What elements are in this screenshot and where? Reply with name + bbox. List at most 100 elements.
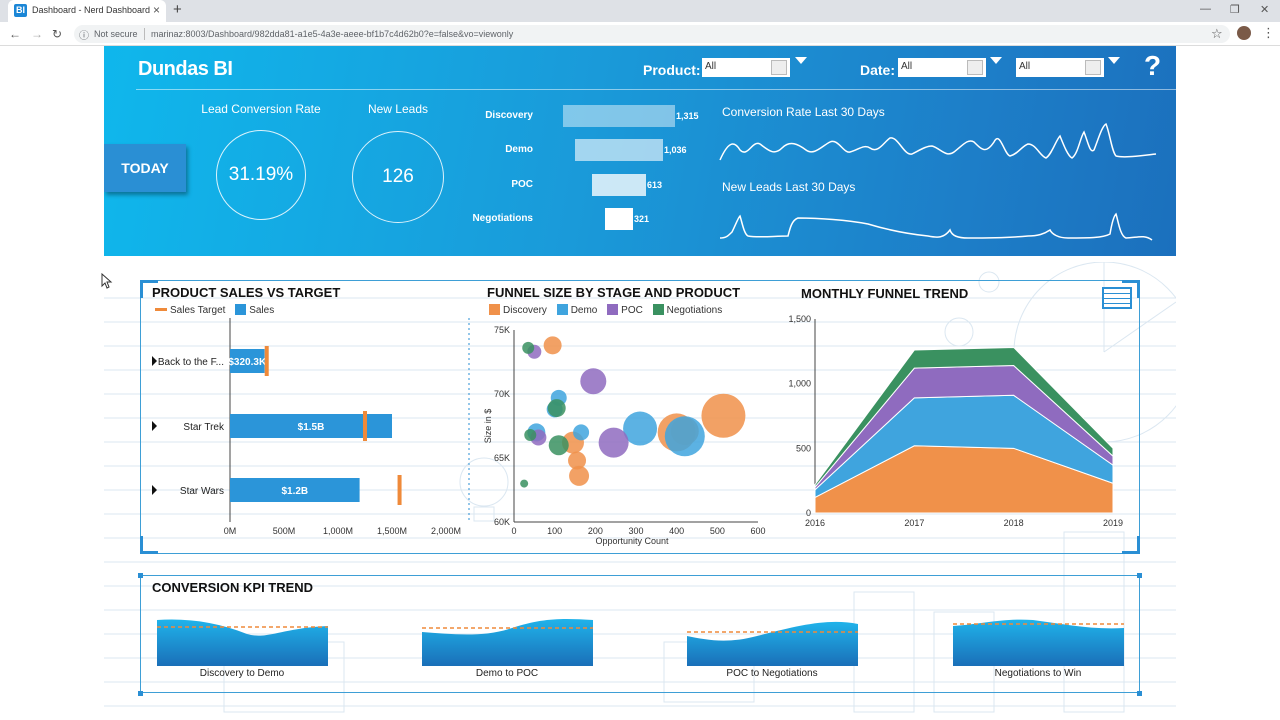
frame-corner (1122, 536, 1140, 554)
browser-tab[interactable]: BI Dashboard - Nerd Dashboard × (8, 0, 166, 22)
expand-triangle-icon (152, 356, 157, 366)
address-bar: ← → ↻ ⓘ Not secure marinaz:8003/Dashboar… (0, 22, 1280, 46)
stage-label-discovery: Discovery (485, 110, 533, 121)
kpi-sparkline-discovery-demo[interactable] (157, 614, 328, 666)
calendar-icon[interactable] (1085, 60, 1101, 75)
legend-item-poc[interactable]: POC (607, 304, 643, 316)
legend-item-demo[interactable]: Demo (556, 304, 597, 316)
conversion-sparkline (719, 122, 1157, 161)
table-view-icon[interactable] (1102, 287, 1132, 309)
new-tab-icon[interactable]: + (173, 1, 182, 18)
mouse-cursor-icon (101, 273, 113, 289)
date-dropdown-caret-icon[interactable] (990, 57, 1002, 64)
leads-sparkline-title: New Leads Last 30 Days (722, 180, 856, 194)
help-icon[interactable]: ? (1144, 50, 1162, 81)
today-button[interactable]: TODAY (104, 144, 186, 192)
legend-item-negotiations[interactable]: Negotiations (652, 304, 722, 316)
scatter-bubble (548, 435, 569, 456)
stage-bar-negotiations[interactable] (605, 208, 633, 230)
forward-icon[interactable]: → (31, 27, 43, 41)
expand-triangle-icon (152, 421, 157, 431)
x-tick-label: 400 (669, 526, 684, 536)
header-divider (136, 89, 1176, 90)
y-tick-label: 65K (494, 453, 510, 463)
y-tick-label: 60K (494, 517, 510, 527)
y-tick-label: 75K (494, 325, 510, 335)
resize-handle[interactable] (138, 573, 143, 578)
scatter-bubble (623, 411, 658, 446)
product-sales-legend: Sales Target Sales (155, 304, 281, 316)
stage-label-demo: Demo (505, 144, 533, 155)
lead-conversion-label: Lead Conversion Rate (201, 102, 321, 116)
category-label: Back to the F... (158, 357, 224, 368)
x-tick-label: 600 (750, 526, 765, 536)
resize-handle[interactable] (138, 691, 143, 696)
kpi-label-negotiations-win: Negotiations to Win (994, 668, 1082, 679)
legend-item-sales[interactable]: Sales (235, 304, 275, 316)
minimize-icon[interactable]: — (1200, 3, 1211, 15)
url-text[interactable]: marinaz:8003/Dashboard/982dda81-a1e5-4a3… (151, 29, 514, 39)
x-tick-label: 1,500M (377, 526, 407, 536)
info-icon[interactable]: ⓘ (79, 31, 89, 42)
x-tick-label: 1,000M (323, 526, 353, 536)
legend-discovery-label: Discovery (503, 305, 547, 316)
scatter-bubble (568, 451, 587, 470)
kpi-sparkline-negotiations-win[interactable] (953, 614, 1124, 666)
hierarchy-icon[interactable] (771, 60, 787, 75)
back-icon[interactable]: ← (9, 27, 21, 41)
date-filter-value: All (901, 61, 913, 72)
sales-bar-label: $320.3K (228, 357, 267, 368)
date-filter-select-2[interactable]: All (1016, 58, 1104, 77)
legend-target-label: Sales Target (170, 305, 226, 316)
stage-bar-demo[interactable] (575, 139, 663, 161)
stage-label-poc: POC (511, 179, 533, 190)
reload-icon[interactable]: ↻ (52, 27, 63, 41)
resize-handle[interactable] (1137, 573, 1142, 578)
y-tick-label: 1,000 (788, 379, 811, 389)
kpi-label-discovery-demo: Discovery to Demo (199, 668, 285, 679)
bookmark-star-icon[interactable]: ☆ (1211, 26, 1223, 41)
scatter-bubble (520, 479, 529, 488)
profile-avatar[interactable] (1237, 26, 1251, 40)
kpi-sparkline-poc-negotiations[interactable] (687, 614, 858, 666)
lead-conversion-value: 31.19% (216, 130, 306, 220)
dundas-favicon-icon: BI (14, 4, 27, 17)
legend-item-discovery[interactable]: Discovery (489, 304, 547, 316)
url-field[interactable]: ⓘ Not secure marinaz:8003/Dashboard/982d… (74, 25, 1230, 43)
conversion-sparkline-title: Conversion Rate Last 30 Days (722, 105, 885, 119)
tab-close-icon[interactable]: × (152, 3, 160, 17)
charts-container (140, 280, 1140, 554)
url-separator (144, 28, 145, 40)
product-sales-chart: Back to the F... $320.3K Star Trek $1.5B Sta… (152, 318, 470, 536)
x-tick-label: 0M (224, 526, 237, 536)
monthly-trend-chart: 0 500 1,000 1,500 2016 2017 2018 2019 (788, 314, 1123, 528)
restore-icon[interactable]: ❐ (1230, 4, 1240, 16)
security-label: Not secure (94, 29, 138, 39)
calendar-icon[interactable] (967, 60, 983, 75)
legend-item-target[interactable]: Sales Target (155, 305, 225, 316)
x-tick-label: 500 (710, 526, 725, 536)
kpi-sparkline-demo-poc[interactable] (422, 614, 593, 666)
legend-sales-label: Sales (249, 305, 275, 316)
conversion-kpi-title: CONVERSION KPI TREND (152, 580, 314, 595)
frame-corner (1122, 280, 1140, 298)
x-tick-label: 0 (511, 526, 516, 536)
scatter-bubble (524, 428, 537, 441)
product-filter-select[interactable]: All (702, 58, 790, 77)
date2-dropdown-caret-icon[interactable] (1108, 57, 1120, 64)
discovery-swatch (489, 304, 500, 315)
scatter-bubble (580, 368, 607, 395)
window-close-icon[interactable]: ✕ (1260, 4, 1270, 16)
product-filter-value: All (705, 61, 717, 72)
stage-bar-discovery[interactable] (563, 105, 675, 127)
sales-bar (230, 349, 265, 373)
date-filter-select[interactable]: All (898, 58, 986, 77)
browser-menu-icon[interactable]: ⋮ (1262, 25, 1275, 40)
resize-handle[interactable] (1137, 691, 1142, 696)
stage-bar-poc[interactable] (592, 174, 646, 196)
y-tick-label: 500 (796, 443, 811, 453)
product-dropdown-caret-icon[interactable] (795, 57, 807, 64)
scatter-bubble (664, 416, 705, 457)
product-sales-title: PRODUCT SALES VS TARGET (152, 285, 341, 300)
x-axis-title: Opportunity Count (595, 536, 669, 546)
